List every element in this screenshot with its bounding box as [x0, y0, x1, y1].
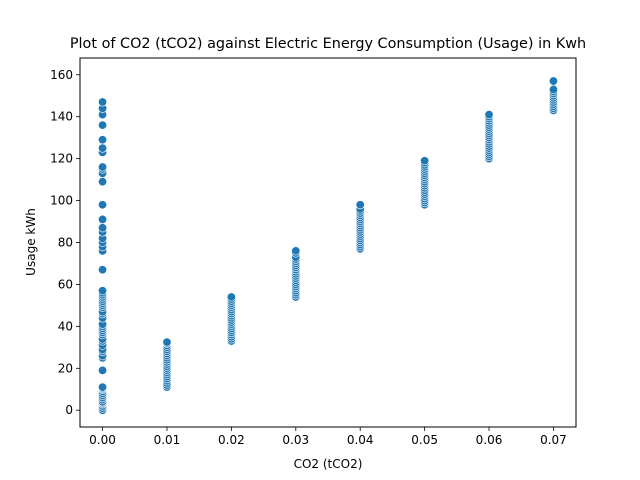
data-point — [98, 135, 108, 145]
y-tick-label: 0 — [65, 403, 73, 417]
data-point — [98, 286, 108, 296]
data-point — [98, 214, 108, 224]
y-axis: 0 20 40 60 80 100 120 140 160 — [50, 68, 80, 417]
x-tick-label: 0.00 — [89, 433, 116, 447]
y-axis-label: Usage kWh — [24, 208, 38, 276]
data-point — [484, 110, 494, 120]
x-tick-label: 0.02 — [218, 433, 245, 447]
data-point — [98, 382, 108, 392]
data-point — [226, 292, 236, 302]
y-tick-label: 120 — [50, 152, 73, 166]
y-tick-label: 20 — [58, 361, 73, 375]
x-tick-label: 0.03 — [282, 433, 309, 447]
data-point — [162, 337, 172, 347]
chart-title: Plot of CO2 (tCO2) against Electric Ener… — [70, 36, 586, 52]
data-point — [98, 162, 108, 172]
data-point — [98, 120, 108, 130]
data-point — [420, 156, 430, 166]
data-point — [98, 177, 108, 187]
y-tick-label: 80 — [58, 236, 73, 250]
data-point — [98, 200, 108, 210]
x-tick-label: 0.07 — [540, 433, 567, 447]
x-axis-label: CO2 (tCO2) — [294, 457, 363, 471]
y-tick-label: 40 — [58, 319, 73, 333]
data-point — [98, 365, 108, 375]
x-tick-label: 0.06 — [476, 433, 503, 447]
data-point — [548, 76, 558, 86]
data-point — [98, 223, 108, 233]
data-point — [98, 265, 108, 275]
data-point — [291, 246, 301, 256]
x-axis: 0.00 0.01 0.02 0.03 0.04 0.05 0.06 0.07 — [89, 427, 567, 447]
y-tick-label: 140 — [50, 110, 73, 124]
x-tick-label: 0.05 — [411, 433, 438, 447]
x-tick-label: 0.01 — [154, 433, 181, 447]
y-tick-label: 160 — [50, 68, 73, 82]
points-layer — [98, 76, 558, 415]
x-tick-label: 0.04 — [347, 433, 374, 447]
data-point — [98, 143, 108, 153]
data-point — [355, 200, 365, 210]
data-point — [548, 84, 558, 94]
data-point — [98, 97, 108, 107]
y-tick-label: 100 — [50, 194, 73, 208]
y-tick-label: 60 — [58, 277, 73, 291]
